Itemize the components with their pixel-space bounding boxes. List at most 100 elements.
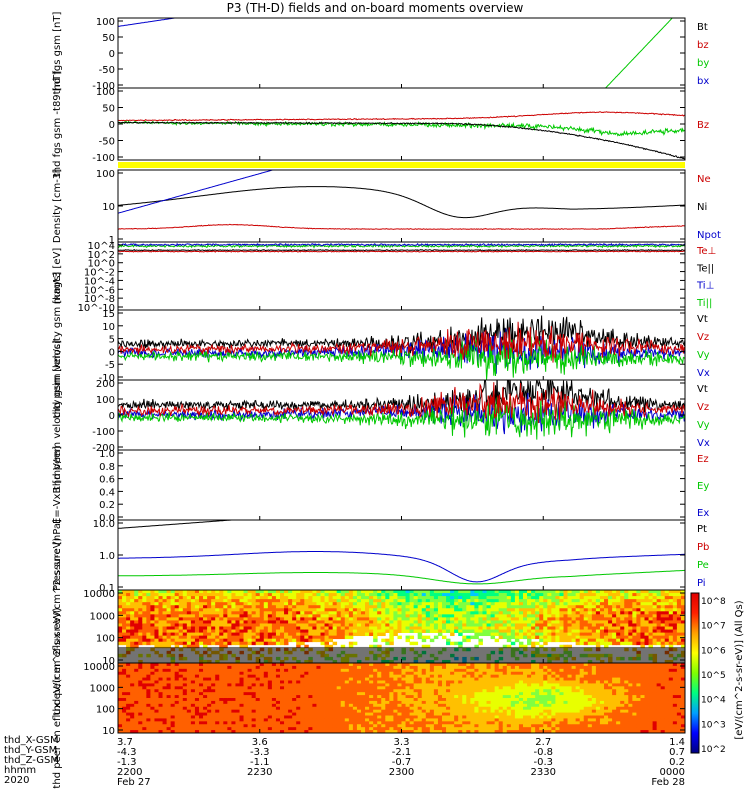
orbit-value: 2300 <box>389 767 414 778</box>
y-tick-label: 0 <box>109 411 115 422</box>
y-tick-label: 10^-2 <box>84 268 115 279</box>
y-axis-label: thd peem velocity gsm [km/s] <box>52 340 63 490</box>
y-tick-label: 10 <box>102 322 115 333</box>
y-tick-label: 1000 <box>90 683 115 694</box>
y-tick-label: 100 <box>96 169 115 180</box>
legend-temperature-1: Te|| <box>696 263 714 274</box>
panel-frame <box>117 17 686 89</box>
colorbar-label: [eV/(cm^2-s-sr-eV)] (All Qs) <box>734 600 745 739</box>
legend-peem-2: Vy <box>697 420 710 431</box>
series-Vy <box>118 394 685 440</box>
y-tick-label: 1.0 <box>99 449 115 460</box>
series-Vz <box>118 382 685 424</box>
legend-density-2: Npot <box>697 230 721 241</box>
y-axis-label: thd fgs gsm -t89 [nT] <box>52 71 63 177</box>
plot-area-peem <box>118 380 685 440</box>
y-tick-label: 100 <box>96 705 115 716</box>
y-tick-label: 10 <box>102 202 115 213</box>
legend-density-0: Ne <box>697 174 711 185</box>
panel-frame <box>117 519 686 591</box>
orbit-label-x: thd_X-GSM <box>4 735 59 746</box>
plot-area-pressure <box>118 520 685 585</box>
y-tick-label: 10^-8 <box>84 294 115 305</box>
legend-pressure-0: Pt <box>697 524 707 535</box>
series-Vz <box>118 321 685 363</box>
colorbar <box>690 592 700 754</box>
orbit-label-year: 2020 <box>4 775 30 786</box>
legend-fgs-3: bx <box>697 76 709 87</box>
y-tick-label: 5 <box>109 335 115 346</box>
y-tick-label: 10 <box>102 656 115 667</box>
panel-peem <box>117 379 686 451</box>
colorbar-tick: 10^8 <box>701 597 726 607</box>
series-Pi <box>118 551 685 583</box>
y-tick-label: 100 <box>96 17 115 28</box>
y-tick-label: 10 <box>102 726 115 737</box>
y-axis-label: Pressure [nPa] <box>52 519 63 591</box>
legend-pressure-2: Pe <box>697 560 709 571</box>
y-tick-label: 10.0 <box>93 519 115 530</box>
y-tick-label: 10^0 <box>88 259 115 270</box>
y-tick-label: -50 <box>99 65 115 76</box>
legend-fgs-0: Bt <box>697 22 708 33</box>
plot-area-peer <box>118 663 685 733</box>
legend-density-1: Ni <box>697 202 707 213</box>
series-Pt <box>118 520 239 529</box>
y-tick-label: 10^2 <box>88 250 115 261</box>
colorbar-tick: 10^4 <box>701 696 726 706</box>
legend-fgs-1: bz <box>697 40 709 51</box>
panel-efield <box>117 449 686 521</box>
series-Vt <box>118 380 685 418</box>
orbit-value: 3.3 <box>394 737 410 748</box>
series-Te-perp <box>118 250 685 253</box>
orbit-labels: thd_X-GSM thd_Y-GSM thd_Z-GSM hhmm 2020 <box>4 736 59 786</box>
y-tick-label: 0.2 <box>99 500 115 511</box>
y-tick-label: 10^-4 <box>84 276 115 287</box>
orbit-value: 2230 <box>247 767 272 778</box>
colorbar-tick: 10^6 <box>701 646 726 656</box>
y-tick-label: 50 <box>102 33 115 44</box>
y-tick-label: 200 <box>96 379 115 390</box>
panel-frame <box>117 449 686 521</box>
y-tick-label: -5 <box>105 360 115 371</box>
legend-temperature-3: Ti|| <box>696 298 712 309</box>
legend-temperature-2: Ti⊥ <box>696 281 714 292</box>
y-tick-label: -100 <box>92 81 115 92</box>
y-tick-label: 0.1 <box>99 583 115 594</box>
orbit-label-y: thd_Y-GSM <box>4 745 58 756</box>
legend-peim-3: Vx <box>697 368 710 379</box>
orbit-value: 2200 <box>117 767 142 778</box>
plot-area-density <box>118 170 685 231</box>
orbit-value: -0.8 <box>533 747 553 758</box>
colorbar-ramp <box>690 592 700 754</box>
series-Vy <box>118 336 685 380</box>
plot-area-temperature <box>118 242 685 253</box>
orbit-value: -3.3 <box>250 747 270 758</box>
orbit-value: -0.7 <box>392 757 412 768</box>
y-tick-label: -50 <box>99 137 115 148</box>
y-axis-label: thd fgs gsm [nT] <box>52 12 63 95</box>
figure-title: P3 (TH-D) fields and on-board moments ov… <box>226 1 524 15</box>
y-axis-label: magt3 [eV] <box>52 248 63 305</box>
panel-peer <box>117 662 686 734</box>
y-tick-label: 50 <box>102 104 115 115</box>
orbit-label-hhmm: hhmm <box>4 765 37 776</box>
y-tick-label: 0.8 <box>99 462 115 473</box>
y-tick-label: 0.4 <box>99 487 115 498</box>
orbit-value: Feb 28 <box>651 777 685 788</box>
y-tick-label: 100 <box>96 634 115 645</box>
y-axis-label: thd peer en eflux eV/(cm^2-s-sr-eV) <box>52 607 63 788</box>
legend-peim-0: Vt <box>697 314 708 325</box>
y-tick-label: 10^-6 <box>84 285 115 296</box>
orbit-value: 0.2 <box>669 757 685 768</box>
y-tick-label: 1000 <box>90 611 115 622</box>
orbit-value: -1.1 <box>250 757 270 768</box>
legend-temperature-0: Te⊥ <box>696 246 716 257</box>
plot-area-peir <box>118 590 685 663</box>
y-tick-label: -10 <box>99 373 115 384</box>
y-tick-label: 0.6 <box>99 475 115 486</box>
legend-peim-1: Vz <box>697 332 709 343</box>
orbit-value: 3.6 <box>252 737 268 748</box>
series-Bz <box>118 111 685 122</box>
plot-area-peim <box>118 315 685 380</box>
